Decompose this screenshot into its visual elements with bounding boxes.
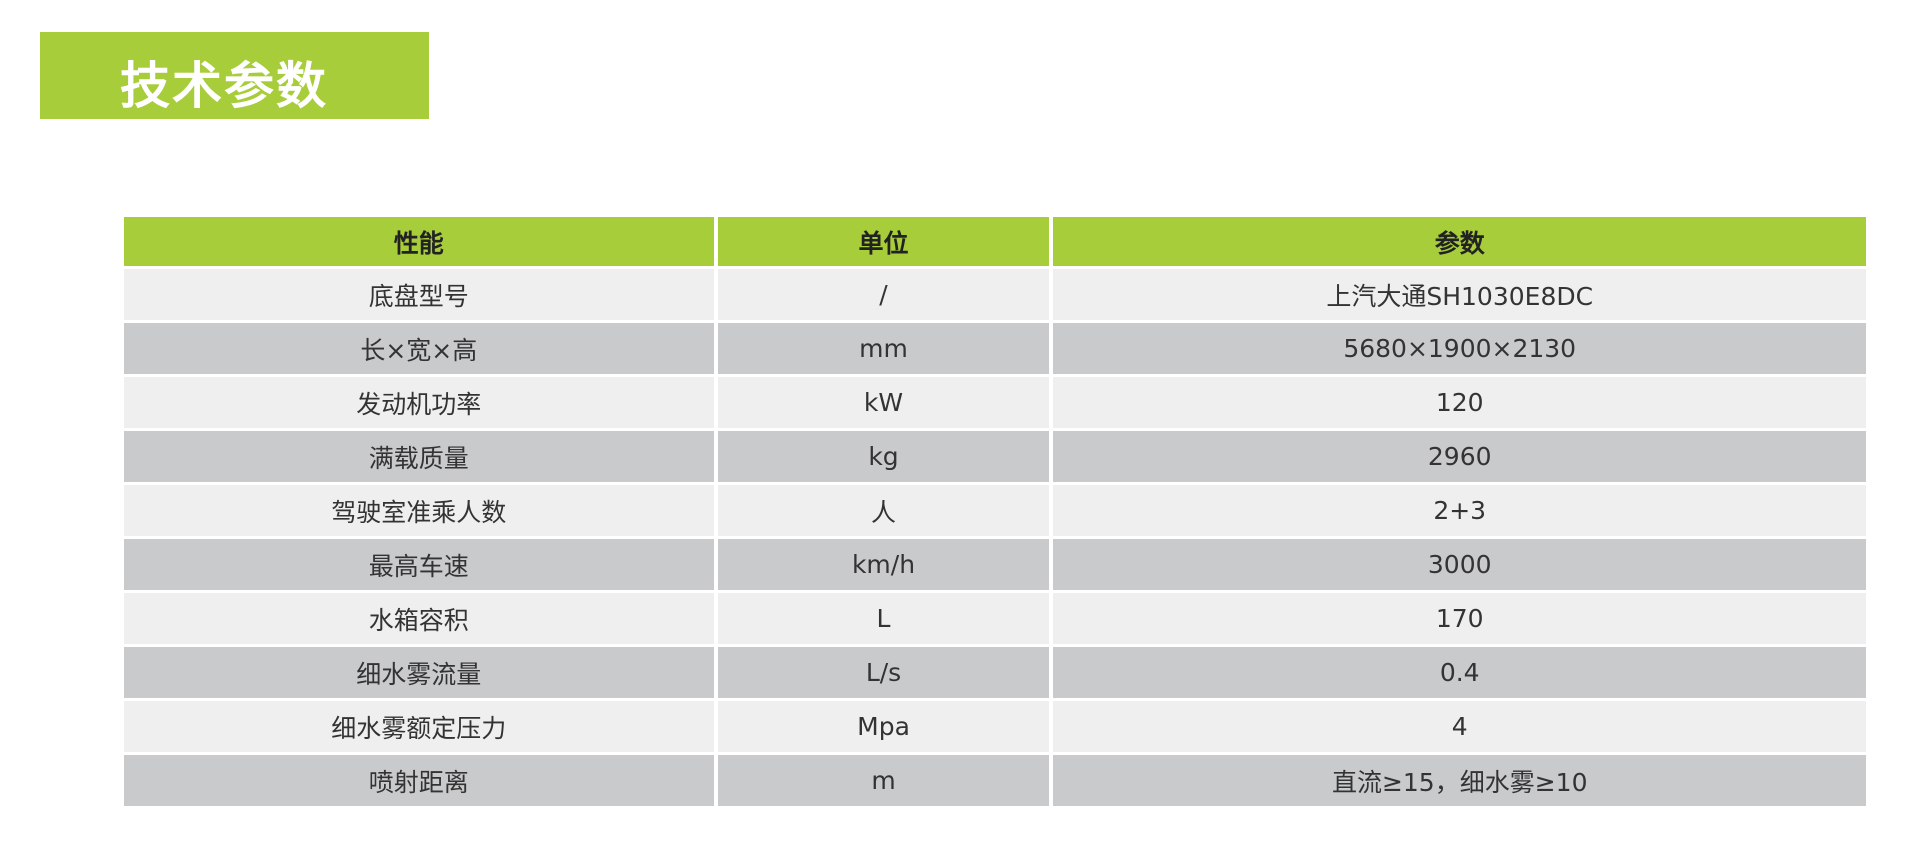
cell-value: 2960: [1053, 431, 1866, 482]
cell-unit: mm: [717, 323, 1050, 374]
cell-unit: 人: [717, 485, 1050, 536]
table-row: 水箱容积 L 170: [124, 593, 1866, 644]
cell-performance: 发动机功率: [124, 377, 714, 428]
cell-value: 2+3: [1053, 485, 1866, 536]
cell-performance: 细水雾流量: [124, 647, 714, 698]
cell-performance: 喷射距离: [124, 755, 714, 806]
header-value: 参数: [1053, 217, 1866, 266]
table-row: 细水雾额定压力 Mpa 4: [124, 701, 1866, 752]
cell-performance: 长×宽×高: [124, 323, 714, 374]
header-performance: 性能: [124, 217, 714, 266]
cell-performance: 最高车速: [124, 539, 714, 590]
cell-value: 上汽大通SH1030E8DC: [1053, 269, 1866, 320]
table-header-row: 性能 单位 参数: [124, 217, 1866, 266]
cell-value: 5680×1900×2130: [1053, 323, 1866, 374]
cell-performance: 驾驶室准乘人数: [124, 485, 714, 536]
cell-performance: 水箱容积: [124, 593, 714, 644]
cell-performance: 底盘型号: [124, 269, 714, 320]
cell-performance: 细水雾额定压力: [124, 701, 714, 752]
cell-value: 170: [1053, 593, 1866, 644]
cell-unit: m: [717, 755, 1050, 806]
cell-unit: /: [717, 269, 1050, 320]
cell-performance: 满载质量: [124, 431, 714, 482]
table-row: 长×宽×高 mm 5680×1900×2130: [124, 323, 1866, 374]
cell-unit: kW: [717, 377, 1050, 428]
table-row: 最高车速 km/h 3000: [124, 539, 1866, 590]
title-banner: 技术参数: [40, 32, 429, 119]
spec-table: 性能 单位 参数 底盘型号 / 上汽大通SH1030E8DC 长×宽×高 mm 5680×…: [120, 214, 1870, 809]
table-row: 底盘型号 / 上汽大通SH1030E8DC: [124, 269, 1866, 320]
cell-unit: L: [717, 593, 1050, 644]
cell-value: 3000: [1053, 539, 1866, 590]
cell-value: 120: [1053, 377, 1866, 428]
cell-unit: Mpa: [717, 701, 1050, 752]
page-title: 技术参数: [120, 57, 328, 115]
table-row: 细水雾流量 L/s 0.4: [124, 647, 1866, 698]
cell-value: 直流≥15，细水雾≥10: [1053, 755, 1866, 806]
cell-value: 0.4: [1053, 647, 1866, 698]
cell-unit: kg: [717, 431, 1050, 482]
table-row: 发动机功率 kW 120: [124, 377, 1866, 428]
cell-unit: L/s: [717, 647, 1050, 698]
cell-unit: km/h: [717, 539, 1050, 590]
header-unit: 单位: [717, 217, 1050, 266]
cell-value: 4: [1053, 701, 1866, 752]
table-row: 喷射距离 m 直流≥15，细水雾≥10: [124, 755, 1866, 806]
table-row: 满载质量 kg 2960: [124, 431, 1866, 482]
table-row: 驾驶室准乘人数人 2+3: [124, 485, 1866, 536]
